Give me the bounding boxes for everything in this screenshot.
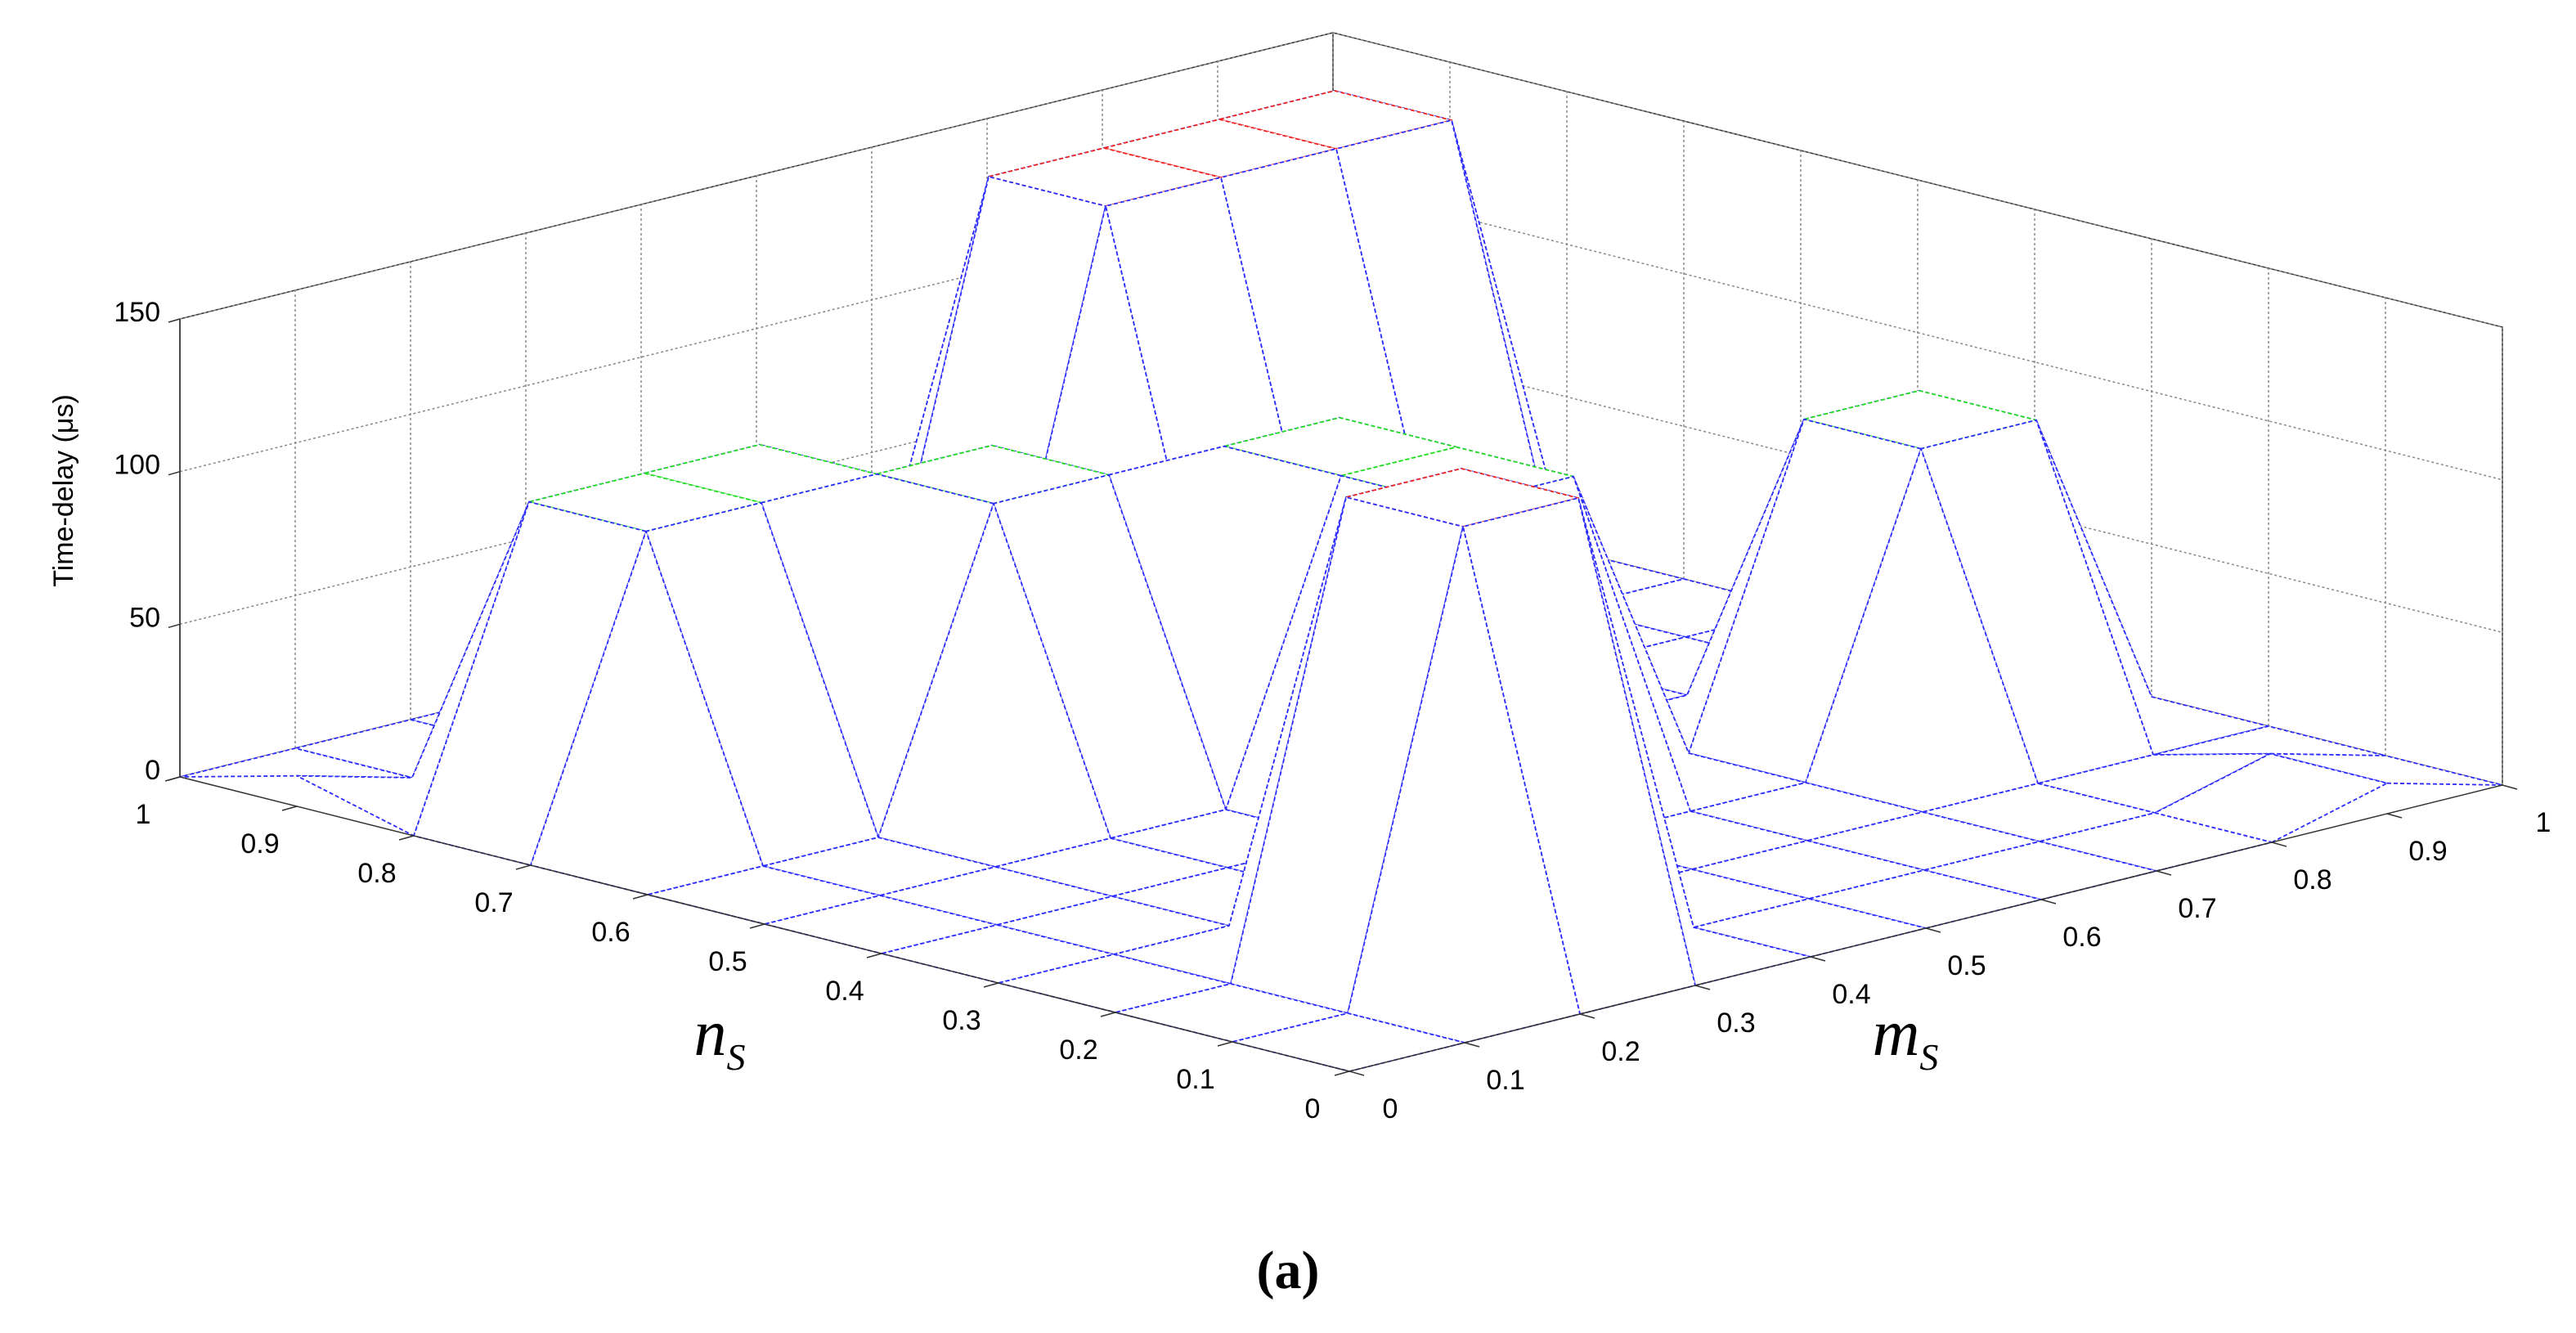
mesh-cell — [1115, 983, 1349, 1043]
y-tick — [1100, 1012, 1116, 1017]
y-tick-label: 0.7 — [474, 887, 513, 918]
x-tick — [1579, 1013, 1595, 1019]
x-tick-label: 1 — [2536, 807, 2551, 838]
mesh-cell — [998, 954, 1232, 1013]
y-tick — [281, 806, 298, 811]
z-tick-label: 50 — [129, 602, 160, 633]
mesh-cell — [2152, 725, 2386, 756]
y-tick-label: 0.9 — [240, 828, 279, 859]
y-tick — [398, 835, 415, 841]
y-tick-label: 0.8 — [357, 858, 396, 889]
x-axis-label-main: m — [1873, 998, 1920, 1070]
caption: (a) — [1257, 1241, 1320, 1300]
z-tick — [168, 318, 181, 323]
y-axis-label: nS — [694, 998, 746, 1078]
x-tick — [1810, 956, 1826, 962]
x-tick-label: 0.8 — [2293, 864, 2331, 895]
x-tick — [2156, 870, 2172, 876]
x-tick-label: 0.1 — [1486, 1065, 1524, 1096]
y-tick — [749, 923, 765, 929]
x-tick — [1694, 985, 1711, 990]
mesh-cell — [764, 895, 998, 954]
x-tick-label: 0 — [1383, 1093, 1398, 1124]
x-tick-label: 0.7 — [2178, 893, 2216, 924]
mesh-cell — [879, 866, 1113, 926]
z-tick-label: 100 — [114, 450, 160, 481]
y-tick — [983, 982, 999, 988]
y-tick-label: 1 — [136, 799, 151, 830]
y-tick-label: 0.5 — [708, 946, 747, 977]
mesh-cell — [2037, 752, 2271, 814]
y-tick-label: 0.1 — [1176, 1064, 1214, 1095]
mesh-cell — [1108, 445, 1342, 810]
mesh-cell — [994, 837, 1228, 897]
y-tick — [1334, 1070, 1350, 1076]
mesh-cell — [762, 837, 996, 896]
x-tick — [1464, 1042, 1480, 1048]
mesh-cell — [647, 865, 881, 925]
x-tick — [2502, 784, 2518, 790]
y-axis-label-main: n — [694, 998, 727, 1070]
x-tick — [1349, 1070, 1365, 1076]
x-axis-label: mS — [1873, 998, 1939, 1078]
x-tick-label: 0.6 — [2062, 922, 2101, 953]
x-tick-label: 0.5 — [1947, 950, 1986, 981]
mesh-cell — [1806, 811, 2040, 871]
x-tick-label: 0.9 — [2408, 836, 2447, 867]
y-tick-label: 0.6 — [591, 917, 630, 948]
y-tick — [164, 776, 181, 782]
y-tick-label: 0.3 — [942, 1005, 981, 1036]
x-tick — [1925, 927, 1941, 933]
z-tick-label: 150 — [114, 297, 160, 328]
x-tick-label: 0.2 — [1601, 1036, 1640, 1067]
x-tick — [2386, 813, 2403, 819]
mesh-cell — [296, 500, 530, 837]
y-tick — [1217, 1041, 1233, 1047]
y-tick — [632, 894, 648, 900]
y-tick-label: 0 — [1305, 1093, 1321, 1124]
z-tick-label: 0 — [145, 755, 160, 786]
mesh-cell — [881, 924, 1115, 984]
y-tick — [515, 864, 532, 870]
y-tick-label: 0.4 — [825, 976, 864, 1007]
y-tick — [866, 953, 882, 958]
x-tick-label: 0.4 — [1832, 979, 1870, 1010]
z-tick — [168, 623, 181, 629]
mesh-cell — [761, 473, 994, 838]
z-tick — [168, 470, 181, 476]
x-tick-label: 0.3 — [1717, 1008, 1755, 1039]
z-axis-label: Time-delay (μs) — [48, 394, 79, 587]
mesh-cell — [1113, 496, 1347, 985]
x-tick — [2271, 842, 2287, 847]
x-tick — [2040, 899, 2057, 904]
mesh-cell — [1691, 840, 1925, 900]
y-axis-label-sub: S — [727, 1036, 746, 1078]
x-axis-label-sub: S — [1919, 1036, 1938, 1078]
mesh-cell — [179, 747, 413, 779]
mesh-cell — [2269, 752, 2503, 786]
y-tick-label: 0.2 — [1059, 1035, 1097, 1066]
